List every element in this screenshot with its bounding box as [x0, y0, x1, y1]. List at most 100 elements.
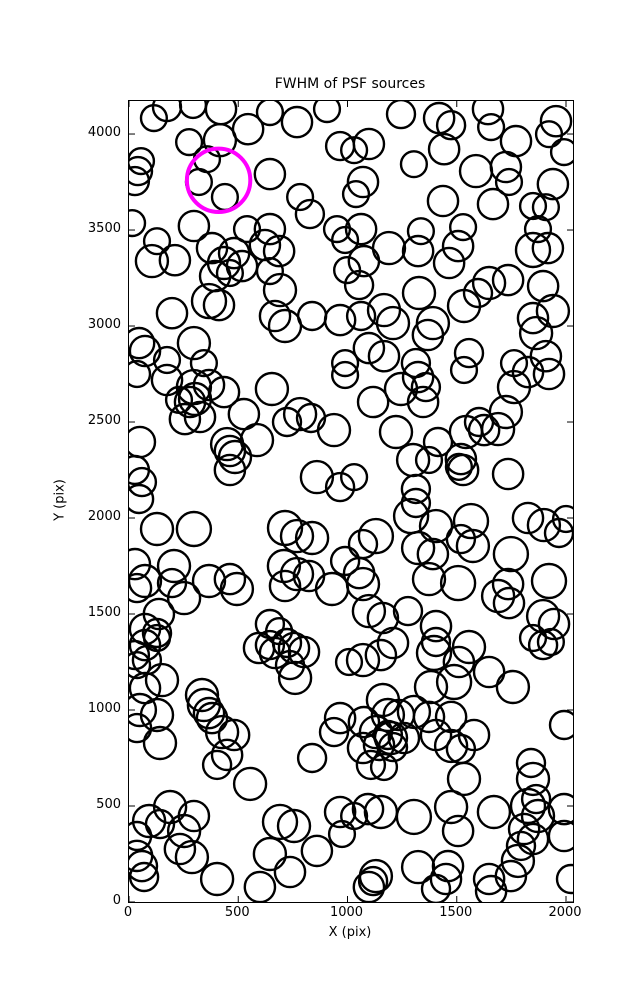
psf-source-circle	[377, 731, 409, 763]
psf-source-circle	[189, 349, 218, 378]
psf-source-circle	[334, 647, 364, 677]
psf-source-circle	[202, 288, 236, 322]
psf-source-circle	[262, 234, 296, 268]
psf-source-circle	[446, 761, 482, 797]
x-tick-label: 500	[224, 905, 250, 920]
psf-source-circle	[458, 153, 494, 189]
psf-source-circle	[346, 165, 380, 199]
psf-source-circle	[355, 749, 387, 781]
psf-source-circle	[555, 863, 573, 895]
psf-source-circle	[129, 712, 153, 744]
x-axis-label: X (pix)	[328, 925, 372, 940]
psf-source-circle	[314, 571, 350, 607]
psf-source-circle	[239, 422, 275, 458]
psf-source-circle	[364, 638, 398, 672]
psf-source-circle	[255, 101, 284, 127]
psf-source-circle	[356, 385, 390, 419]
psf-source-circle	[444, 442, 478, 476]
psf-source-circle	[271, 627, 303, 659]
psf-source-circle	[191, 563, 227, 599]
psf-source-circle	[318, 716, 350, 748]
psf-source-circle	[472, 655, 506, 689]
psf-source-circle	[207, 375, 241, 409]
highlighted-psf-circle	[184, 146, 253, 215]
psf-source-circle	[400, 487, 432, 519]
psf-source-circle	[129, 692, 158, 728]
psf-source-circle	[210, 738, 244, 772]
psf-source-circle	[514, 231, 552, 269]
psf-source-circle	[152, 345, 182, 375]
psf-source-circle	[144, 662, 180, 698]
psf-source-circle	[129, 483, 155, 515]
psf-source-circle	[141, 617, 173, 649]
psf-source-circle	[441, 229, 475, 263]
psf-source-circle	[547, 792, 573, 826]
psf-source-circle	[472, 862, 506, 896]
psf-source-circle	[261, 803, 299, 841]
psf-source-circle	[412, 700, 446, 734]
psf-source-circle	[129, 563, 163, 599]
psf-source-circle	[366, 292, 402, 328]
psf-source-circle	[525, 598, 561, 634]
psf-source-circle	[400, 530, 436, 566]
psf-source-circle	[401, 360, 435, 394]
psf-source-circle	[280, 105, 314, 139]
psf-source-circle	[255, 257, 284, 286]
psf-source-circle	[518, 191, 548, 221]
psf-source-circle	[344, 212, 378, 246]
psf-source-circle	[495, 669, 531, 705]
psf-source-circle	[489, 150, 523, 184]
psf-source-circle	[178, 101, 208, 120]
psf-source-circle	[286, 182, 315, 212]
psf-source-circle	[494, 167, 524, 197]
psf-source-circle	[156, 548, 192, 584]
psf-source-circle	[515, 761, 551, 797]
chart-title: FWHM of PSF sources	[274, 76, 426, 92]
psf-source-circle	[375, 305, 411, 341]
psf-source-circle	[432, 246, 466, 280]
psf-source-circle	[441, 814, 475, 848]
psf-source-circle	[323, 303, 357, 337]
psf-source-circle	[476, 187, 510, 221]
psf-source-circle	[537, 607, 571, 641]
psf-source-circle	[449, 212, 478, 242]
psf-source-circle	[418, 508, 454, 544]
psf-source-circle	[477, 113, 506, 142]
psf-source-circle	[543, 517, 573, 549]
psf-source-circle	[367, 339, 401, 373]
psf-source-circle	[433, 789, 469, 825]
y-tick-label: 1000	[87, 701, 121, 716]
psf-source-circle	[174, 127, 204, 157]
psf-source-circle	[142, 227, 172, 256]
y-tick-label: 2000	[87, 509, 121, 524]
psf-source-circle	[129, 861, 160, 893]
psf-source-circle	[352, 127, 386, 161]
psf-source-circle	[294, 520, 330, 556]
psf-source-circle	[429, 862, 463, 896]
psf-source-circle	[520, 783, 552, 815]
psf-source-circle	[548, 709, 573, 741]
psf-source-circle	[129, 155, 154, 187]
psf-source-circle	[511, 355, 545, 389]
psf-source-circle	[385, 101, 417, 130]
psf-source-circle	[347, 244, 381, 278]
psf-source-circle	[400, 473, 432, 505]
psf-source-circle	[435, 663, 473, 701]
psf-source-circle	[300, 834, 334, 868]
psf-source-circle	[462, 277, 494, 309]
psf-source-circle	[163, 832, 197, 866]
psf-source-circle	[158, 243, 192, 277]
psf-source-circle	[294, 198, 326, 230]
psf-source-circle	[139, 511, 175, 547]
psf-source-circle	[547, 819, 573, 853]
psf-source-circle	[411, 561, 447, 597]
psf-source-circle	[352, 331, 386, 365]
psf-source-circle	[445, 523, 477, 555]
psf-source-circle	[201, 749, 233, 781]
psf-source-circle	[166, 580, 202, 616]
psf-source-circle	[168, 402, 202, 436]
y-tick-label: 500	[96, 797, 121, 812]
psf-source-circle	[357, 865, 389, 897]
psf-source-circle	[448, 414, 484, 450]
x-tick-label: 0	[123, 905, 133, 920]
